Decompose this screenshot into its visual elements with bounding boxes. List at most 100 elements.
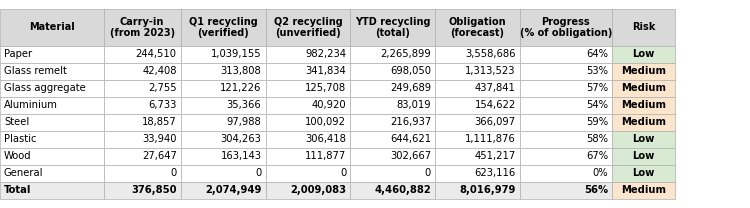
Bar xyxy=(181,148,266,165)
Bar xyxy=(0,182,104,199)
Bar xyxy=(266,182,350,199)
Text: Total: Total xyxy=(4,185,32,195)
Text: Aluminium: Aluminium xyxy=(4,100,58,110)
Bar xyxy=(520,46,612,63)
Bar xyxy=(435,148,520,165)
Bar xyxy=(520,165,612,182)
Text: 8,016,979: 8,016,979 xyxy=(460,185,516,195)
Text: 982,234: 982,234 xyxy=(305,49,347,59)
Text: Low: Low xyxy=(632,151,655,161)
Text: Medium: Medium xyxy=(621,66,666,76)
Text: Obligation
(forecast): Obligation (forecast) xyxy=(448,17,506,38)
Bar xyxy=(104,131,181,148)
Text: 451,217: 451,217 xyxy=(475,151,516,161)
Text: Low: Low xyxy=(632,49,655,59)
Text: YTD recycling
(total): YTD recycling (total) xyxy=(355,17,430,38)
Text: 437,841: 437,841 xyxy=(475,83,516,93)
Text: 40,920: 40,920 xyxy=(312,100,346,110)
Text: 59%: 59% xyxy=(586,117,608,127)
Text: 3,558,686: 3,558,686 xyxy=(465,49,516,59)
Bar xyxy=(104,165,181,182)
Bar xyxy=(0,9,104,46)
Bar xyxy=(266,148,350,165)
Text: Medium: Medium xyxy=(621,117,666,127)
Text: Glass aggregate: Glass aggregate xyxy=(4,83,86,93)
Text: 121,226: 121,226 xyxy=(220,83,262,93)
Text: 1,039,155: 1,039,155 xyxy=(211,49,262,59)
Text: Material: Material xyxy=(29,22,74,32)
Text: 18,857: 18,857 xyxy=(142,117,177,127)
Text: 27,647: 27,647 xyxy=(142,151,177,161)
Text: 100,092: 100,092 xyxy=(305,117,347,127)
Bar xyxy=(520,114,612,131)
Bar xyxy=(104,114,181,131)
Text: 53%: 53% xyxy=(586,66,608,76)
Text: Wood: Wood xyxy=(4,151,32,161)
Bar xyxy=(266,114,350,131)
Text: 0: 0 xyxy=(170,168,177,178)
Bar xyxy=(181,182,266,199)
Bar xyxy=(350,9,435,46)
Bar xyxy=(520,80,612,97)
Bar xyxy=(0,114,104,131)
Text: 2,009,083: 2,009,083 xyxy=(290,185,346,195)
Text: 56%: 56% xyxy=(584,185,608,195)
Bar xyxy=(435,46,520,63)
Text: Glass remelt: Glass remelt xyxy=(4,66,67,76)
Bar xyxy=(0,165,104,182)
Text: 366,097: 366,097 xyxy=(475,117,516,127)
Bar xyxy=(181,9,266,46)
Bar xyxy=(104,63,181,80)
Text: 623,116: 623,116 xyxy=(475,168,516,178)
Text: 0: 0 xyxy=(424,168,431,178)
Bar xyxy=(612,131,675,148)
Text: 306,418: 306,418 xyxy=(305,134,347,144)
Bar xyxy=(104,9,181,46)
Bar xyxy=(0,148,104,165)
Bar xyxy=(612,46,675,63)
Bar xyxy=(104,182,181,199)
Text: 1,313,523: 1,313,523 xyxy=(465,66,516,76)
Bar xyxy=(104,97,181,114)
Text: Q2 recycling
(unverified): Q2 recycling (unverified) xyxy=(274,17,342,38)
Text: Risk: Risk xyxy=(632,22,656,32)
Bar xyxy=(181,80,266,97)
Bar xyxy=(520,182,612,199)
Bar xyxy=(350,131,435,148)
Text: 244,510: 244,510 xyxy=(136,49,177,59)
Bar xyxy=(350,97,435,114)
Bar xyxy=(0,80,104,97)
Text: 154,622: 154,622 xyxy=(475,100,516,110)
Bar xyxy=(181,46,266,63)
Bar xyxy=(520,63,612,80)
Bar xyxy=(104,80,181,97)
Bar xyxy=(520,9,612,46)
Text: Medium: Medium xyxy=(621,185,666,195)
Text: 249,689: 249,689 xyxy=(390,83,431,93)
Bar xyxy=(435,114,520,131)
Text: 163,143: 163,143 xyxy=(220,151,262,161)
Bar xyxy=(181,97,266,114)
Text: Low: Low xyxy=(632,134,655,144)
Bar xyxy=(350,148,435,165)
Bar xyxy=(0,97,104,114)
Text: 1,111,876: 1,111,876 xyxy=(465,134,516,144)
Text: 54%: 54% xyxy=(586,100,608,110)
Text: 35,366: 35,366 xyxy=(226,100,262,110)
Bar xyxy=(612,182,675,199)
Bar xyxy=(612,114,675,131)
Text: 2,755: 2,755 xyxy=(148,83,177,93)
Bar xyxy=(612,80,675,97)
Bar xyxy=(0,63,104,80)
Text: 97,988: 97,988 xyxy=(226,117,262,127)
Bar xyxy=(350,63,435,80)
Bar xyxy=(181,63,266,80)
Bar xyxy=(0,131,104,148)
Bar xyxy=(266,165,350,182)
Bar xyxy=(435,80,520,97)
Text: 0: 0 xyxy=(255,168,262,178)
Text: 83,019: 83,019 xyxy=(397,100,431,110)
Text: 0%: 0% xyxy=(592,168,608,178)
Bar xyxy=(181,131,266,148)
Text: Plastic: Plastic xyxy=(4,134,37,144)
